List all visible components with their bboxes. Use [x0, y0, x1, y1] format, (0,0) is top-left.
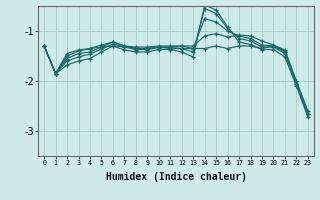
- X-axis label: Humidex (Indice chaleur): Humidex (Indice chaleur): [106, 172, 246, 182]
